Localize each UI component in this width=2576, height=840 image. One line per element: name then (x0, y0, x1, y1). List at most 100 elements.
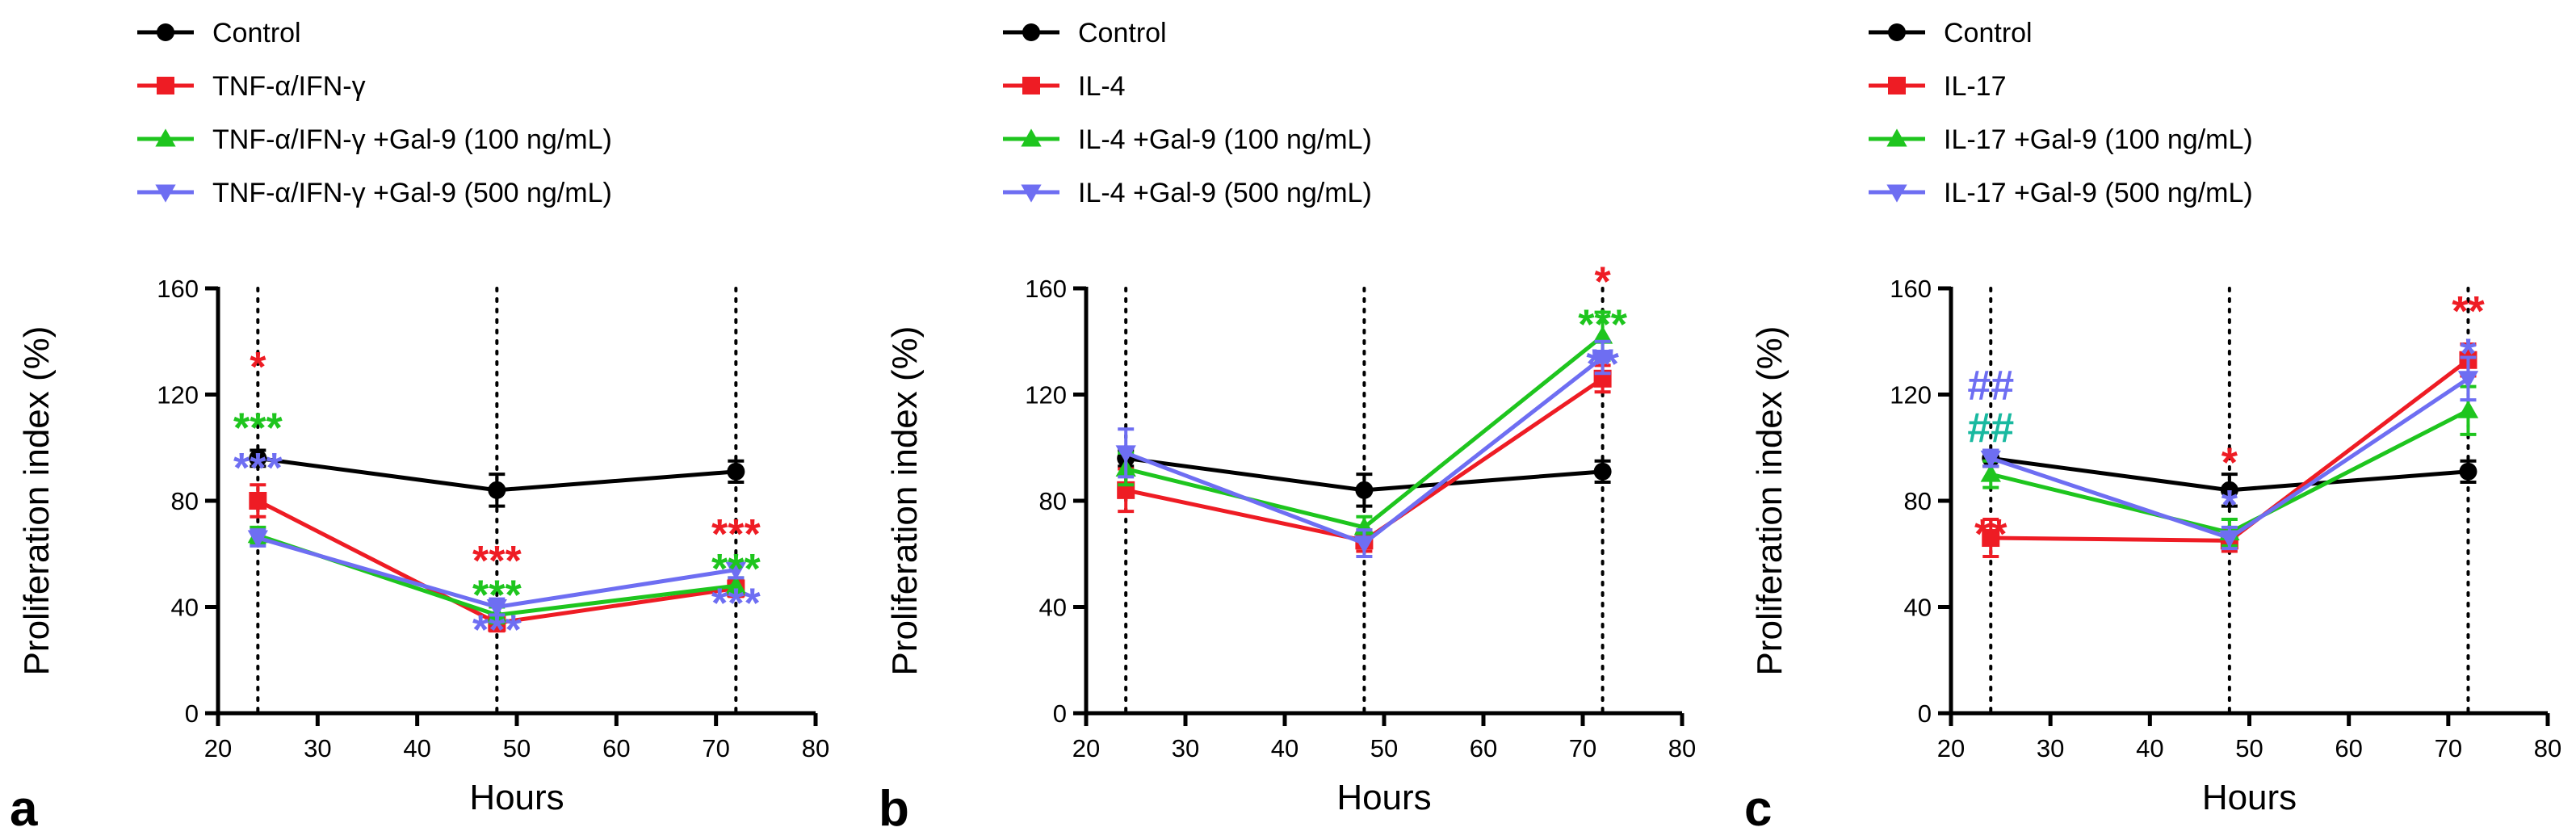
legend-item: IL-17 +Gal-9 (100 ng/mL) (1869, 124, 2253, 155)
x-tick-label: 80 (2534, 734, 2561, 762)
significance-label: ** (2452, 288, 2485, 335)
legend-marker (1021, 184, 1042, 203)
data-point (1353, 536, 1375, 554)
data-point (725, 575, 746, 594)
legend-label: TNF-α/IFN-γ (212, 71, 366, 102)
data-point (727, 462, 745, 481)
data-point (247, 530, 268, 548)
significance-label: *** (711, 511, 761, 558)
x-tick-label: 40 (403, 734, 430, 762)
y-tick-label: 120 (157, 381, 199, 410)
significance-label: ** (1974, 511, 2008, 558)
y-tick-label: 80 (1039, 487, 1067, 515)
chart-panel-a: Control TNF-α/IFN-γ TNF-α/IFN-γ +Gal-9 (10… (10, 18, 829, 837)
data-point (1982, 529, 2000, 548)
x-tick-label: 50 (503, 734, 531, 762)
legend-label: IL-4 +Gal-9 (500 ng/mL) (1078, 178, 1372, 208)
significance-label: * (1594, 259, 1611, 306)
legend-item: IL-4 (1003, 71, 1126, 102)
significance-label: ** (1586, 342, 1619, 388)
data-point (1115, 445, 1136, 464)
legend-label: IL-4 (1078, 71, 1126, 102)
panel-letter: b (879, 781, 909, 837)
y-tick-label: 160 (157, 275, 199, 303)
legend-label: IL-4 +Gal-9 (100 ng/mL) (1078, 124, 1372, 155)
y-tick-label: 0 (1918, 699, 1932, 728)
significance-label: *** (472, 538, 522, 585)
data-series (1115, 339, 1613, 559)
data-point (2457, 371, 2479, 389)
legend-marker (1888, 77, 1906, 94)
panel-letter: c (1744, 781, 1772, 837)
data-point (2220, 481, 2238, 499)
data-series (247, 528, 746, 618)
x-tick-label: 60 (1470, 734, 1497, 762)
legend-item: IL-17 +Gal-9 (500 ng/mL) (1869, 178, 2253, 208)
legend-marker (1886, 128, 1907, 147)
data-series (1980, 355, 2479, 551)
legend-marker (1021, 128, 1042, 147)
data-point (1980, 450, 2001, 469)
x-tick-label: 20 (1072, 734, 1100, 762)
x-tick-label: 70 (1569, 734, 1596, 762)
panel-letter: a (10, 781, 38, 837)
legend-marker (1022, 23, 1040, 41)
legend-item: Control (1869, 18, 2033, 48)
x-tick-label: 80 (1668, 734, 1696, 762)
data-point (486, 599, 507, 618)
data-point (2459, 462, 2477, 481)
significance-label: * (250, 344, 266, 391)
y-tick-label: 120 (1025, 381, 1067, 410)
legend-label: Control (1944, 18, 2033, 48)
legend-label: Control (212, 18, 301, 48)
x-tick-label: 30 (304, 734, 331, 762)
x-tick-label: 40 (2136, 734, 2163, 762)
legend-item: Control (137, 18, 301, 48)
data-point (488, 481, 506, 499)
y-axis-title: Proliferation index (%) (885, 326, 925, 676)
data-point (2457, 400, 2479, 418)
legend-item: Control (1003, 18, 1167, 48)
data-point (1355, 481, 1374, 499)
y-tick-label: 40 (171, 594, 199, 622)
x-tick-label: 80 (802, 734, 829, 762)
y-tick-label: 160 (1890, 275, 1932, 303)
significance-label: ## (1967, 363, 2014, 410)
significance-label: *** (233, 445, 283, 492)
y-tick-label: 120 (1890, 381, 1932, 410)
data-point (1592, 349, 1613, 368)
x-tick-label: 60 (2335, 734, 2362, 762)
data-point (249, 492, 267, 510)
legend-item: IL-4 +Gal-9 (100 ng/mL) (1003, 124, 1372, 155)
legend-marker (155, 128, 176, 147)
legend-item: IL-4 +Gal-9 (500 ng/mL) (1003, 178, 1372, 208)
legend-marker (155, 184, 176, 203)
x-axis-title: Hours (2202, 778, 2297, 817)
significance-label: *** (711, 580, 761, 627)
significance-label: *** (711, 546, 761, 593)
y-axis-title: Proliferation index (%) (17, 326, 57, 676)
legend-label: IL-17 (1944, 71, 2007, 102)
significance-label: *** (233, 405, 283, 452)
legend-marker (1022, 77, 1040, 94)
x-tick-label: 60 (602, 734, 630, 762)
y-tick-label: 80 (171, 487, 199, 515)
y-tick-label: 80 (1904, 487, 1932, 515)
significance-label: * (2221, 482, 2238, 529)
significance-label: ## (1967, 405, 2014, 452)
chart-panel-c: Control IL-17 IL-17 +Gal-9 (100 ng/mL) IL-1… (1744, 18, 2561, 837)
data-series (249, 448, 745, 508)
y-tick-label: 0 (185, 699, 199, 728)
legend-label: TNF-α/IFN-γ +Gal-9 (500 ng/mL) (212, 178, 612, 208)
data-point (2219, 530, 2240, 548)
legend-label: TNF-α/IFN-γ +Gal-9 (100 ng/mL) (212, 124, 612, 155)
x-tick-label: 30 (1172, 734, 1199, 762)
significance-label: *** (1578, 301, 1627, 348)
legend-marker (1886, 184, 1907, 203)
y-tick-label: 40 (1039, 594, 1067, 622)
x-tick-label: 70 (2435, 734, 2462, 762)
legend-marker (1888, 23, 1906, 41)
x-tick-label: 20 (204, 734, 232, 762)
y-tick-label: 40 (1904, 594, 1932, 622)
data-point (1593, 462, 1612, 481)
